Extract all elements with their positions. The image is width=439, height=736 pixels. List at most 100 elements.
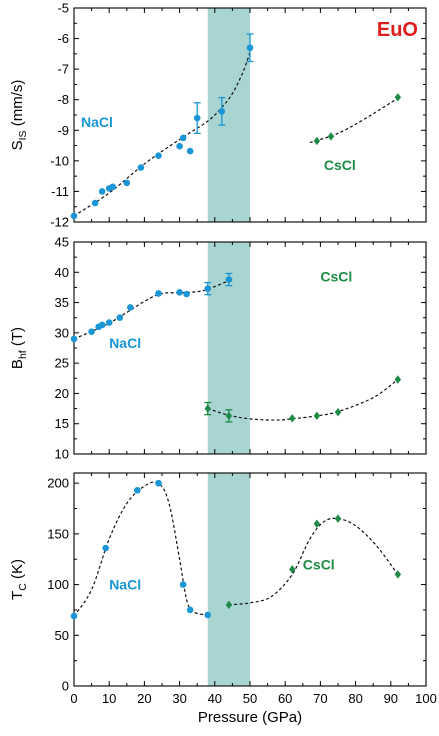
series-nacl [70,33,254,220]
x-tick-label: 90 [384,691,398,706]
fit-line [309,97,399,144]
x-tick-label: 80 [348,691,362,706]
data-point [225,276,233,283]
y-axis-label: Bhf (T) [9,327,29,369]
y-tick-label: -9 [57,123,69,138]
data-point [313,136,321,146]
data-point [394,570,402,579]
fit-line [73,280,230,340]
chart-title: EuO [377,19,418,41]
phase-label-cscl: CsCl [320,268,352,284]
y-tick-label: 25 [55,356,69,371]
fit-line [207,379,399,421]
data-point [204,404,211,413]
y-tick-label: 20 [55,386,69,401]
y-axis-label-subscript: C [17,583,29,591]
data-point [186,606,194,614]
data-point [70,212,78,220]
x-axis-label: Pressure (GPa) [198,709,302,726]
data-point [105,319,113,326]
y-tick-label: -8 [57,92,69,107]
fit-line [228,517,399,606]
data-point [394,93,402,102]
data-point [394,375,402,384]
y-tick-label: -12 [50,215,69,230]
y-axis-label-main: S [9,140,26,150]
panel-1: -12 -11 -10 -9 -8 -7 -6 -5 SIS (mm/s) NaCl CsCl EuO [9,1,427,230]
data-point [313,411,321,421]
fit-line [73,481,208,617]
x-tick-label: 60 [278,691,292,706]
data-point [137,164,145,171]
y-axis-label-main: B [9,359,26,369]
data-point [176,288,183,296]
y-tick-label: -10 [50,153,69,168]
data-point [334,514,342,523]
series-nacl [70,479,212,620]
y-tick-label: 50 [55,628,69,643]
data-point [127,304,134,311]
y-axis-label: TC (K) [9,559,29,600]
data-point [155,290,162,297]
y-tick-label: 15 [55,416,69,431]
phase-label-cscl: CsCl [324,157,356,173]
data-point [204,285,212,292]
x-tick-label: 50 [243,691,257,706]
data-point [116,314,124,322]
y-axis-label-subscript: hf [17,350,29,359]
data-point [155,152,162,159]
y-tick-label: -11 [51,184,69,199]
y-tick-label: 35 [55,295,69,310]
fit-line [73,52,251,217]
data-point [225,600,233,610]
y-tick-label: 45 [55,235,69,250]
data-point [102,544,109,552]
x-tick-label: 0 [70,691,77,706]
data-point [193,114,201,122]
data-point [186,147,194,155]
x-tick-label: 70 [313,691,327,706]
data-point [179,134,187,142]
series-cscl [204,375,402,423]
data-point [91,199,99,207]
y-tick-label: 30 [55,325,69,340]
data-point [155,479,162,487]
x-tick-label: 30 [172,691,186,706]
series-cscl [225,514,402,610]
y-tick-label: -7 [57,62,69,77]
data-point [289,565,296,574]
data-point [123,179,131,187]
x-tick-label: 20 [137,691,151,706]
data-point [98,188,106,195]
x-tick-label: 40 [208,691,222,706]
data-point [313,519,321,528]
phase-label-nacl: NaCl [81,114,113,130]
y-tick-label: 10 [55,447,69,462]
panels: -12 -11 -10 -9 -8 -7 -6 -5 SIS (mm/s) NaCl CsCl EuO… [9,1,437,707]
series-nacl [70,272,233,343]
data-point [289,414,296,423]
y-axis-label-subscript: IS [17,130,29,140]
data-point [183,290,190,298]
y-axis-label: SIS (mm/s) [9,80,29,151]
data-point [98,321,106,329]
data-point [70,335,78,343]
y-tick-label: 0 [62,679,69,694]
y-axis-label-unit: (mm/s) [9,80,26,131]
data-point [334,408,342,417]
data-point [204,611,212,619]
data-point [225,411,233,421]
data-point [246,44,254,52]
y-tick-label: -6 [57,31,69,46]
x-tick-label: 100 [415,691,437,706]
data-point [176,142,183,150]
y-tick-label: -5 [57,1,69,16]
y-axis-label-unit: (T) [9,327,26,350]
y-tick-label: 150 [47,526,69,541]
y-tick-label: 40 [55,265,69,280]
y-tick-label: 100 [47,577,69,592]
series-cscl [309,93,402,146]
panel-3: 0 50 100 150 200 0 10 20 30 40 50 60 70 80 90 100 TC (K)… [9,472,437,706]
y-axis-label-unit: (K) [9,559,26,583]
